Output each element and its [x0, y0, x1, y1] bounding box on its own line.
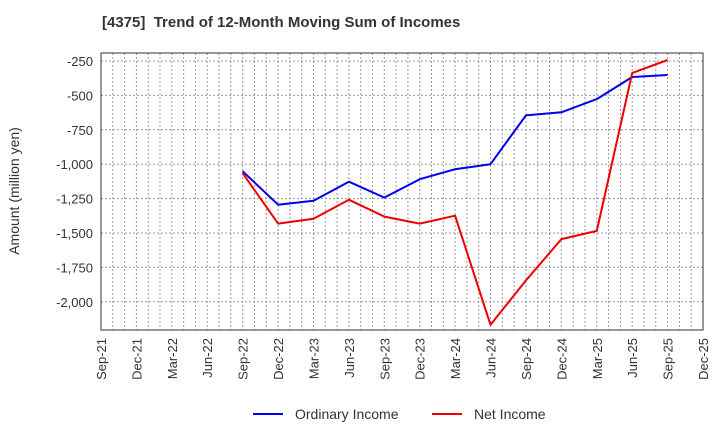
x-tick-label: Sep-24 [519, 338, 534, 380]
x-tick-label: Sep-22 [236, 338, 251, 380]
legend-item: Ordinary Income [253, 406, 399, 422]
y-tick-label: -1,500 [56, 226, 93, 241]
x-tick-label: Dec-21 [129, 338, 144, 380]
legend-label: Ordinary Income [295, 406, 399, 422]
legend-label: Net Income [474, 406, 546, 422]
x-tick-label: Sep-23 [377, 338, 392, 380]
x-tick-label: Jun-23 [342, 338, 357, 378]
legend: Ordinary Income Net Income [253, 406, 546, 422]
x-tick-label: Mar-23 [306, 338, 321, 379]
y-axis-label: Amount (million yen) [6, 127, 22, 255]
x-tick-label: Sep-21 [94, 338, 109, 380]
x-tick-label: Jun-25 [625, 338, 640, 378]
y-tick-label: -250 [67, 54, 93, 69]
x-tick-label: Mar-22 [165, 338, 180, 379]
x-tick-label: Dec-23 [413, 338, 428, 380]
y-axis-ticks: -250 -500 -750 -1,000 -1,250 -1,500 -1,750 -2,0… [56, 54, 93, 310]
x-tick-label: Jun-24 [484, 338, 499, 378]
y-tick-label: -1,250 [56, 192, 93, 207]
y-tick-label: -1,000 [56, 157, 93, 172]
plot-area [100, 52, 704, 331]
x-tick-label: Dec-24 [554, 338, 569, 380]
chart-title: [4375] Trend of 12-Month Moving Sum of I… [102, 14, 461, 31]
series-line-ordinary-income [241, 74, 668, 206]
x-tick-label: Mar-24 [448, 338, 463, 379]
x-axis-ticks: Sep-21 Dec-21 Mar-22 Jun-22 Sep-22 Dec-22 Mar-… [94, 338, 711, 380]
legend-item: Net Income [432, 406, 546, 422]
x-tick-label: Dec-22 [271, 338, 286, 380]
grid-lines [101, 53, 703, 330]
x-tick-label: Jun-22 [200, 338, 215, 378]
y-tick-label: -1,750 [56, 260, 93, 275]
y-tick-label: -750 [67, 123, 93, 138]
x-tick-label: Mar-25 [590, 338, 605, 379]
y-tick-label: -500 [67, 88, 93, 103]
x-tick-label: Dec-25 [696, 338, 711, 380]
y-tick-label: -2,000 [56, 295, 93, 310]
data-series [241, 59, 668, 326]
x-tick-label: Sep-25 [661, 338, 676, 380]
series-line-net-income [241, 59, 668, 326]
